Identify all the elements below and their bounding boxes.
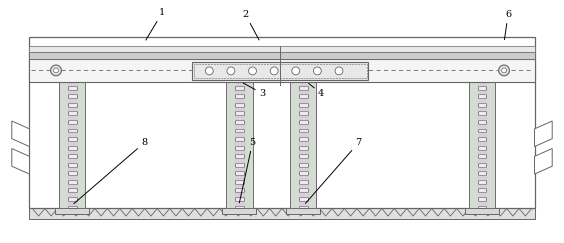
Bar (465, 208, 499, 214)
Circle shape (205, 67, 213, 75)
Bar (226, 82, 253, 208)
Bar (222, 208, 257, 214)
Polygon shape (535, 121, 552, 147)
Bar (469, 82, 495, 208)
Polygon shape (535, 148, 552, 174)
Bar (29, 46, 535, 52)
Bar (55, 208, 90, 214)
Text: 2: 2 (243, 10, 259, 40)
Bar (29, 37, 535, 208)
Bar (486, 82, 495, 208)
Bar (29, 59, 535, 82)
Bar (59, 82, 86, 208)
Circle shape (501, 68, 506, 73)
Circle shape (51, 65, 61, 76)
Text: 1: 1 (146, 9, 165, 40)
Polygon shape (12, 121, 29, 147)
Text: 7: 7 (306, 138, 362, 203)
Bar (307, 82, 316, 208)
Circle shape (335, 67, 343, 75)
Text: 8: 8 (74, 138, 148, 204)
Bar (226, 82, 235, 208)
Bar (192, 61, 368, 80)
Bar (77, 82, 86, 208)
Text: 5: 5 (239, 138, 255, 203)
Bar (29, 208, 535, 219)
Circle shape (227, 67, 235, 75)
Bar (244, 82, 253, 208)
Text: 3: 3 (243, 83, 266, 98)
Bar (29, 52, 535, 59)
Polygon shape (12, 148, 29, 174)
Circle shape (292, 67, 299, 75)
Circle shape (270, 67, 278, 75)
Bar (290, 82, 299, 208)
Bar (290, 82, 316, 208)
Bar (59, 82, 68, 208)
Text: 4: 4 (309, 83, 324, 98)
Text: 6: 6 (504, 10, 511, 40)
Circle shape (54, 68, 59, 73)
Circle shape (499, 65, 509, 76)
Bar (286, 208, 320, 214)
Bar (193, 63, 367, 78)
Circle shape (249, 67, 257, 75)
Circle shape (314, 67, 321, 75)
Bar (469, 82, 478, 208)
